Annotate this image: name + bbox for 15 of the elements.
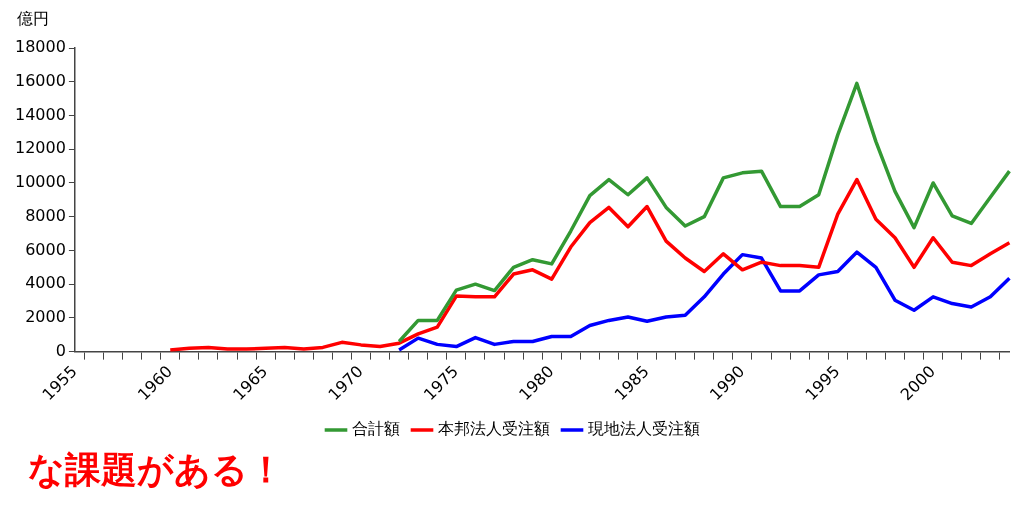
text: な課題がある！ (27, 448, 285, 492)
y-tick-label: 4000 (25, 273, 66, 293)
y-tick-label: 10000 (14, 172, 66, 192)
y-tick-label: 6000 (25, 239, 66, 259)
y-tick-label: 16000 (14, 70, 66, 90)
legend-label: 合計額 (352, 419, 400, 439)
legend-label: 本邦法人受注額 (438, 419, 550, 439)
y-tick-label: 0 (55, 340, 66, 360)
legend-label: 現地法人受注額 (588, 419, 700, 439)
y-tick-label: 2000 (25, 307, 66, 327)
y-tick-label: 14000 (14, 104, 66, 124)
y-axis-title: 億円 (17, 9, 50, 29)
y-tick-label: 12000 (14, 138, 66, 158)
y-tick-label: 8000 (25, 205, 66, 225)
y-tick-label: 18000 (14, 37, 66, 57)
